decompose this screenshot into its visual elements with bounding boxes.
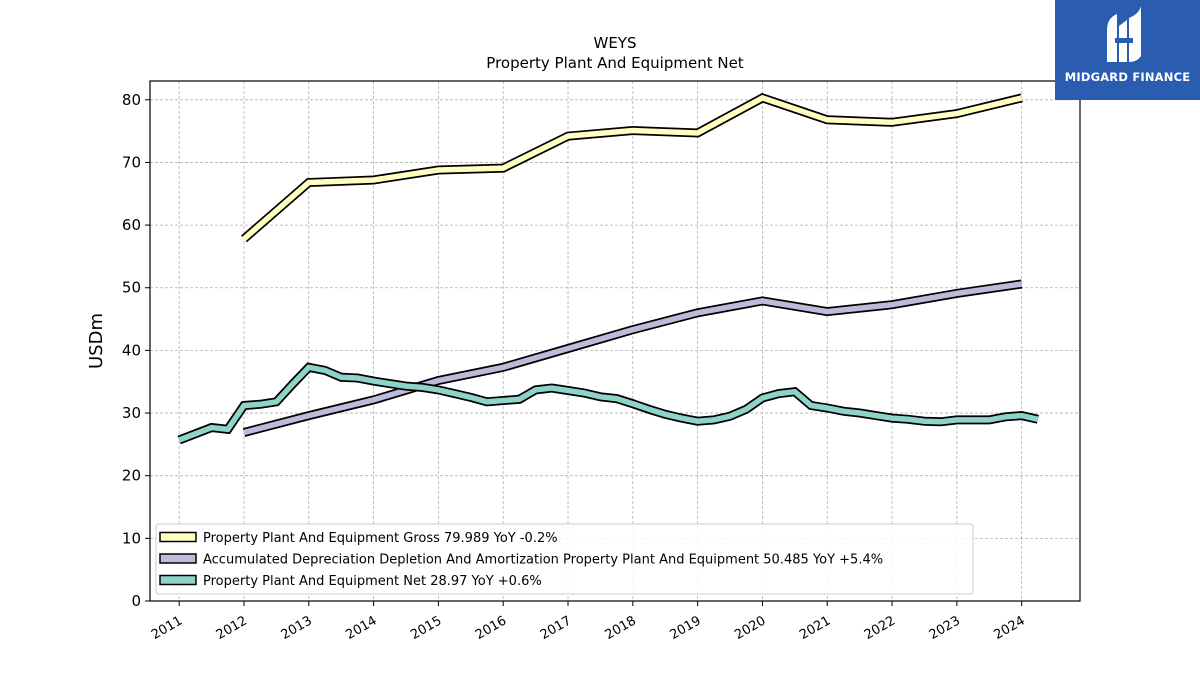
plot-frame — [149, 80, 1081, 602]
x-tick-label: 2022 — [862, 613, 898, 643]
y-tick-label: 70 — [122, 153, 141, 171]
legend-label-3: Property Plant And Equipment Net 28.97 Y… — [203, 574, 542, 589]
chart-title: WEYS — [594, 34, 637, 52]
series-line-3 — [178, 364, 1039, 443]
series-outline-3 — [177, 362, 1039, 445]
brand-name: MIDGARD FINANCE — [1064, 70, 1191, 84]
brand-mark-icon — [1107, 6, 1141, 62]
x-tick-label: 2023 — [927, 613, 963, 643]
x-tick-label: 2016 — [473, 613, 509, 643]
x-tick-label: 2012 — [214, 613, 250, 643]
y-tick-label: 30 — [122, 404, 141, 422]
legend-label-2: Accumulated Depreciation Depletion And A… — [203, 553, 883, 568]
legend-swatch-1 — [159, 531, 197, 543]
y-tick-label: 10 — [122, 529, 141, 547]
x-tick-label: 2014 — [343, 613, 379, 643]
x-tick-label: 2011 — [149, 613, 185, 643]
y-axis-label: USDm — [86, 313, 107, 369]
y-tick-label: 20 — [122, 467, 141, 485]
legend-swatch-2 — [159, 553, 197, 564]
legend-label-1: Property Plant And Equipment Gross 79.98… — [203, 531, 558, 546]
legend-box — [155, 523, 974, 595]
y-tick-label: 0 — [131, 592, 141, 610]
x-tick-label: 2024 — [992, 613, 1028, 643]
series-line-1 — [242, 94, 1023, 241]
x-tick-label: 2018 — [603, 613, 639, 643]
y-tick-label: 60 — [122, 216, 141, 234]
x-axis-ticks: 2011 2012 2013 2014 2015 2016 2017 2018 2019 2020… — [149, 601, 1028, 643]
x-tick-label: 2020 — [732, 613, 768, 643]
series-lines — [177, 93, 1039, 445]
legend-swatch-3 — [159, 574, 197, 586]
grid — [150, 81, 1080, 602]
x-tick-label: 2017 — [538, 613, 574, 643]
y-tick-label: 80 — [122, 91, 141, 109]
series-line-2 — [243, 281, 1023, 436]
brand-logo: MIDGARD FINANCE — [1055, 0, 1200, 100]
legend: Property Plant And Equipment Gross 79.98… — [155, 523, 974, 595]
chart-subtitle: Property Plant And Equipment Net — [486, 54, 743, 72]
y-tick-label: 40 — [122, 341, 141, 359]
y-axis-ticks: 0 10 20 30 40 50 60 70 80 — [122, 91, 150, 610]
x-tick-label: 2015 — [408, 613, 444, 643]
x-tick-label: 2021 — [797, 613, 833, 643]
x-tick-label: 2013 — [279, 613, 315, 643]
x-tick-label: 2019 — [667, 613, 703, 643]
y-tick-label: 50 — [122, 279, 141, 297]
